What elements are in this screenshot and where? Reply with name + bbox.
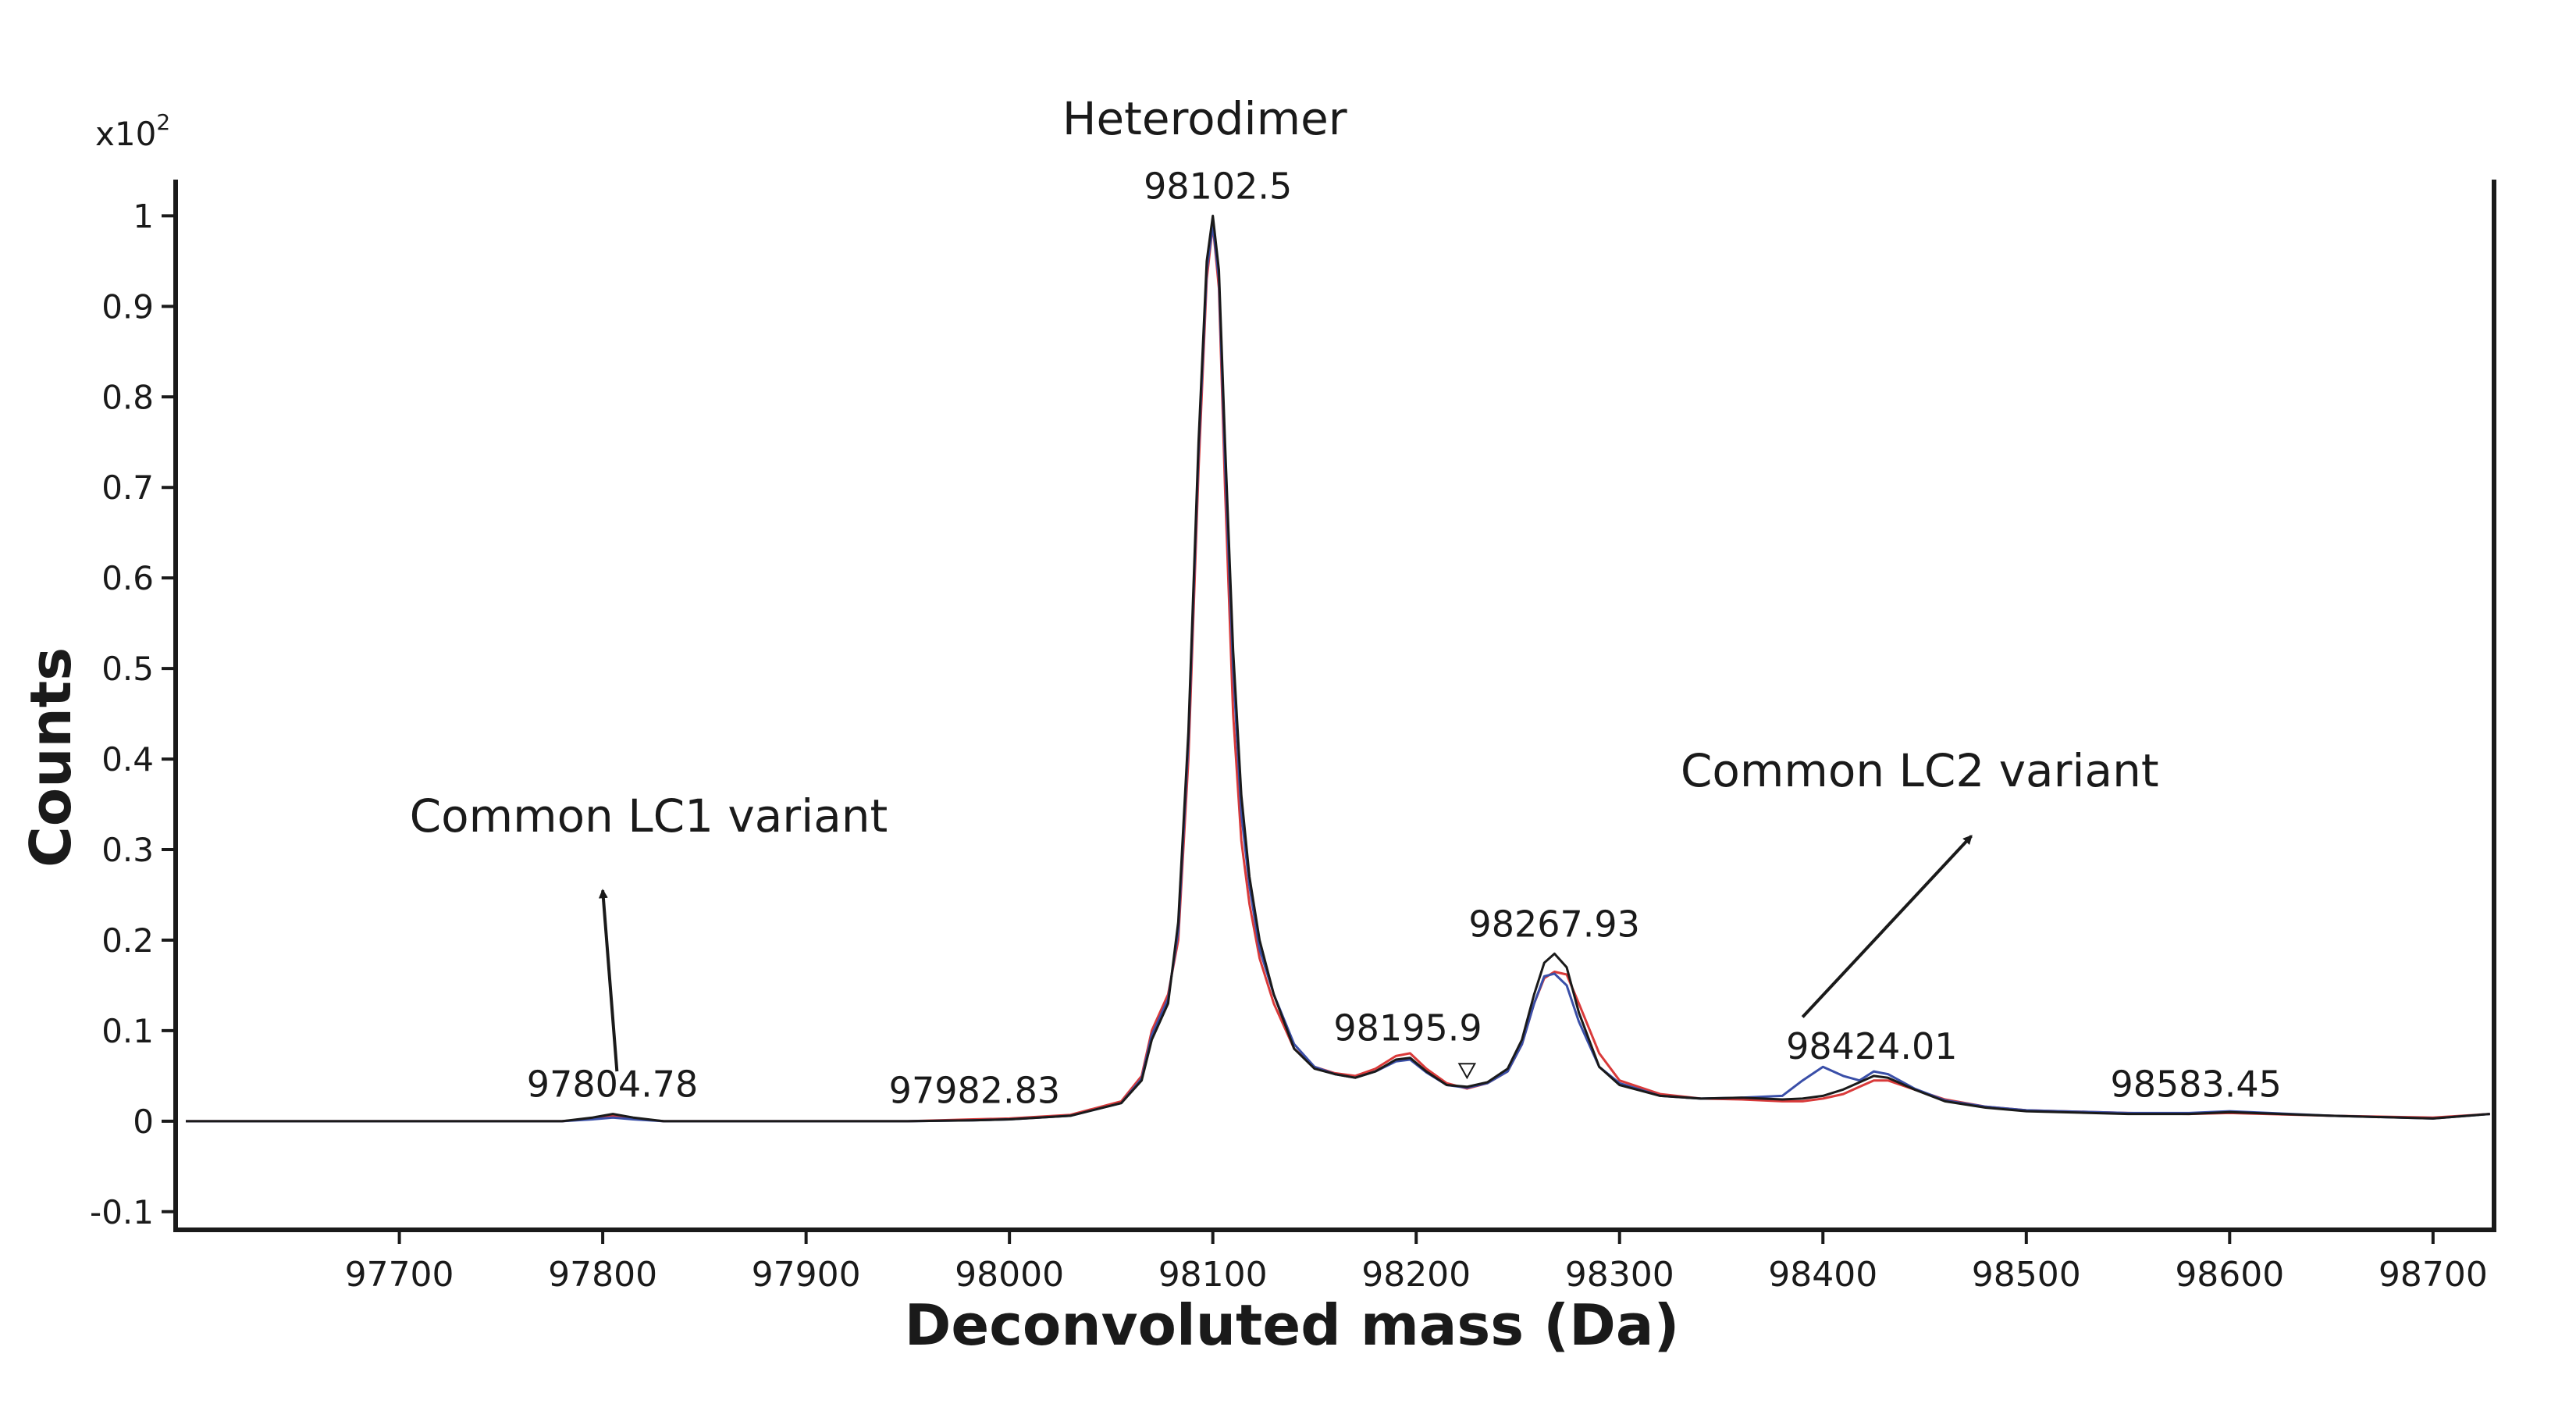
series-lines [186, 214, 2490, 1123]
peak-labels: 97804.78 97982.83 98102.5 98195.9 98267.93 98… [527, 165, 2282, 1111]
y-tick-label: 0.6 [101, 559, 154, 597]
x-axis-ticks: 97700 97800 97900 98000 98100 98200 98300 98400… [345, 1230, 2488, 1295]
y-tick-label: 0.5 [101, 650, 154, 688]
x-tick-label: 97700 [345, 1255, 454, 1295]
y-axis-ticks: -0.1 0 0.1 0.2 0.3 0.4 0.5 0.6 0.7 0.8 0.9 1 [90, 197, 176, 1231]
x-tick-label: 98200 [1361, 1255, 1471, 1295]
annotation-arrow [1801, 835, 1973, 1018]
x-tick-label: 98300 [1565, 1255, 1674, 1295]
y-tick-label: 0 [133, 1103, 154, 1141]
annotation-label: Heterodimer [1062, 92, 1347, 145]
y-tick-label: 0.8 [101, 378, 154, 416]
peak-label: 98583.45 [2110, 1064, 2282, 1106]
x-tick-label: 98500 [1972, 1255, 2081, 1295]
peak-label: 98102.5 [1144, 165, 1292, 207]
peak-marker-triangle [1457, 1063, 1477, 1080]
annotations: Heterodimer Common LC1 variant Common LC2 … [410, 92, 2159, 843]
y-tick-label: 0.1 [101, 1012, 154, 1050]
y-tick-label: 0.7 [101, 469, 154, 507]
annotation-label: Common LC1 variant [410, 789, 888, 843]
peak-label: 97982.83 [889, 1070, 1061, 1112]
y-scale-label: x102 [95, 109, 170, 153]
x-tick-label: 98400 [1768, 1255, 1877, 1295]
y-tick-label: 0.4 [101, 740, 154, 779]
axes [173, 180, 2496, 1232]
x-tick-label: 98000 [955, 1255, 1064, 1295]
series-line [186, 223, 2490, 1123]
peak-label: 98424.01 [1786, 1025, 1958, 1067]
y-scale-exponent: 2 [156, 109, 170, 135]
peak-label: 98267.93 [1468, 903, 1640, 945]
x-tick-label: 97900 [752, 1255, 861, 1295]
x-tick-label: 98700 [2379, 1255, 2488, 1295]
annotation-label: Common LC2 variant [1681, 744, 2159, 797]
annotation-arrow [598, 889, 619, 1072]
y-tick-label: 0.3 [101, 831, 154, 869]
x-tick-label: 98100 [1158, 1255, 1268, 1295]
annotation-arrows [598, 835, 1973, 1072]
x-axis-label: Deconvoluted mass (Da) [905, 1292, 1680, 1358]
series-line [186, 214, 2490, 1123]
y-tick-label: 1 [133, 197, 154, 235]
peak-label: 98195.9 [1333, 1007, 1482, 1049]
y-tick-label: 0.9 [101, 287, 154, 326]
peak-label: 97804.78 [527, 1064, 699, 1106]
y-tick-label: -0.1 [90, 1193, 154, 1231]
y-axis-label: Counts [18, 647, 84, 868]
series-line [186, 223, 2490, 1123]
x-tick-label: 97800 [548, 1255, 657, 1295]
y-tick-label: 0.2 [101, 921, 154, 960]
x-tick-label: 98600 [2175, 1255, 2284, 1295]
